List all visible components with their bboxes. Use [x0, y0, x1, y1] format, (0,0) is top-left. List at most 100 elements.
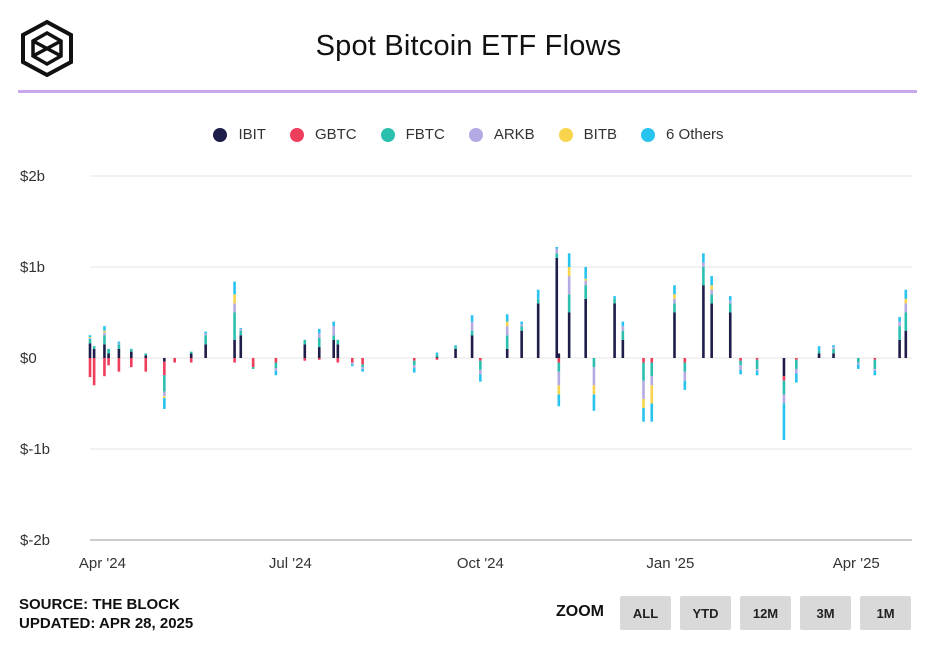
bar-segment-ibit [673, 312, 676, 358]
x-tick-label: Apr '25 [833, 555, 880, 572]
legend-swatch [558, 127, 573, 142]
bar-segment-fbtc [435, 354, 439, 358]
legend-swatch [641, 127, 656, 142]
bar-segment-arkb [103, 332, 106, 336]
bar-segment-6-others [683, 380, 687, 390]
bar-segment-arkb [898, 321, 901, 327]
bar-segment-6-others [361, 368, 364, 372]
bar-segment-6-others [832, 345, 835, 348]
bar-segment-fbtc [204, 335, 207, 345]
bar-segment-gbtc [479, 358, 482, 361]
bar-segment-fbtc [454, 346, 457, 349]
legend-item-gbtc[interactable]: GBTC [289, 126, 357, 143]
bar-segment-arkb [650, 376, 654, 386]
bar-segment-bitb [557, 385, 561, 395]
legend-item-others[interactable]: 6 Others [641, 126, 724, 143]
bar-segment-ibit [107, 353, 110, 358]
bar-segment-bitb [673, 294, 676, 299]
bar-segment-ibit [904, 330, 908, 358]
bar-segment-6-others [233, 281, 236, 295]
legend-swatch [289, 127, 304, 142]
bar-segment-fbtc [728, 303, 732, 313]
bar-segment-6-others [479, 374, 482, 382]
legend-label: IBIT [238, 126, 266, 143]
y-tick-label: $1b [20, 259, 45, 276]
bar-segment-arkb [239, 328, 243, 331]
bar-segment-fbtc [103, 335, 106, 345]
bar-segment-gbtc [873, 358, 877, 360]
legend-label: BITB [583, 126, 618, 143]
legend-swatch [380, 127, 395, 142]
y-tick-label: $-2b [20, 532, 50, 549]
bar-segment-6-others [204, 331, 207, 334]
bar-segment-ibit [332, 339, 336, 358]
bar-segment-fbtc [470, 330, 474, 336]
bar-segment-gbtc [88, 358, 92, 378]
bar-segment-6-others [592, 394, 596, 411]
bar-segment-fbtc [189, 351, 193, 354]
bar-segment-arkb [557, 371, 561, 386]
bar-segment-ibit [163, 358, 166, 362]
legend-item-ibit[interactable]: IBIT [213, 126, 266, 143]
bar-segment-bitb [88, 337, 92, 338]
bar-segment-arkb [584, 280, 587, 286]
bar-segment-ibit [130, 351, 133, 358]
bar-segment-bitb [592, 385, 596, 395]
bar-segment-bitb [710, 285, 713, 290]
bar-segment-ibit [88, 343, 92, 358]
zoom-all-button[interactable]: ALL [620, 596, 671, 630]
x-tick-label: Jan '25 [646, 555, 694, 572]
bar-segment-ibit [782, 358, 786, 377]
bar-segment-ibit [92, 348, 96, 358]
bar-segment-gbtc [435, 358, 439, 360]
bar-segment-fbtc [592, 358, 596, 368]
legend-swatch [468, 127, 483, 142]
title-divider [18, 90, 917, 93]
zoom-12m-button[interactable]: 12M [740, 596, 791, 630]
bar-segment-ibit [702, 285, 705, 358]
bar-segment-arkb [520, 324, 523, 327]
bar-segment-ibit [435, 357, 439, 358]
bar-segment-ibit [621, 339, 625, 358]
bar-segment-6-others [505, 314, 509, 322]
bar-segment-ibit [336, 344, 340, 358]
bar-segment-fbtc [479, 360, 482, 370]
bar-segment-6-others [898, 317, 901, 322]
bar-segment-fbtc [567, 294, 571, 313]
legend-label: GBTC [314, 126, 357, 143]
zoom-3m-button[interactable]: 3M [800, 596, 851, 630]
bar-segment-fbtc [710, 294, 713, 304]
bar-segment-ibit [613, 303, 616, 358]
bar-segment-arkb [755, 368, 759, 371]
bar-segment-ibit [832, 353, 835, 358]
bar-segment-fbtc [239, 330, 243, 336]
bar-segment-6-others [412, 368, 416, 373]
bar-segment-fbtc [233, 312, 236, 340]
zoom-1m-button[interactable]: 1M [860, 596, 911, 630]
bar-segment-arkb [470, 321, 474, 331]
bar-segment-arkb [832, 347, 835, 349]
bar-segment-fbtc [557, 362, 561, 372]
legend-label: FBTC [405, 126, 445, 143]
bar-segment-gbtc [163, 361, 166, 376]
bar-segment-6-others [584, 267, 587, 279]
bar-segment-arkb [683, 371, 687, 381]
bar-segment-6-others [873, 370, 877, 376]
bar-segment-ibit [505, 348, 509, 358]
legend-item-fbtc[interactable]: FBTC [380, 126, 445, 143]
zoom-ytd-button[interactable]: YTD [680, 596, 731, 630]
bar-segment-arkb [317, 333, 321, 338]
bar-segment-gbtc [189, 358, 193, 363]
bar-segment-fbtc [251, 367, 255, 369]
bar-segment-bitb [163, 396, 166, 399]
bar-segment-fbtc [520, 326, 523, 331]
bar-segment-fbtc [317, 337, 321, 348]
bar-segment-arkb [642, 380, 645, 399]
bar-segment-arkb [904, 303, 908, 313]
bar-segment-ibit [189, 353, 193, 358]
bar-segment-ibit [454, 348, 457, 358]
legend-item-bitb[interactable]: BITB [558, 126, 618, 143]
updated-label: UPDATED: APR 28, 2025 [19, 615, 194, 632]
source-label: SOURCE: THE BLOCK [19, 596, 180, 613]
legend-item-arkb[interactable]: ARKB [468, 126, 535, 143]
